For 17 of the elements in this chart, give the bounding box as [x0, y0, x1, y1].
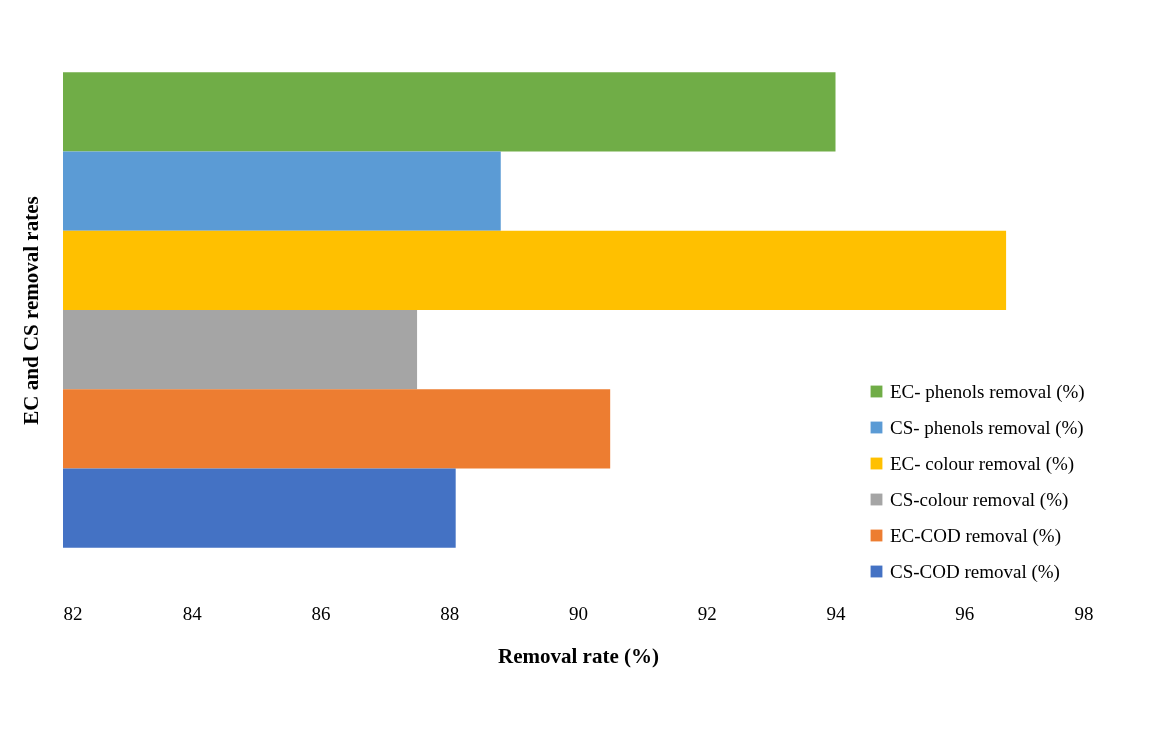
x-tick-label: 88: [440, 602, 460, 624]
x-tick-label: 90: [569, 602, 588, 624]
y-axis-title: EC and CS removal rates: [18, 196, 43, 425]
legend-label: EC- phenols removal (%): [890, 380, 1085, 403]
legend-label: CS-COD removal (%): [890, 560, 1060, 583]
x-tick-label: 94: [826, 602, 846, 624]
x-tick-label: 96: [955, 602, 975, 624]
x-tick-label: 84: [182, 602, 203, 624]
legend-label: CS-colour removal (%): [890, 488, 1069, 511]
x-axis-title: Removal rate (%): [498, 643, 659, 668]
legend-label: EC- colour removal (%): [890, 452, 1075, 475]
legend-label: EC-COD removal (%): [890, 524, 1061, 547]
x-tick-label: 98: [1074, 602, 1094, 624]
x-tick-label: 92: [697, 602, 717, 624]
legend-label: CS- phenols removal (%): [890, 416, 1084, 439]
x-tick-label: 86: [311, 602, 331, 624]
x-tick-label: 82: [63, 602, 83, 624]
